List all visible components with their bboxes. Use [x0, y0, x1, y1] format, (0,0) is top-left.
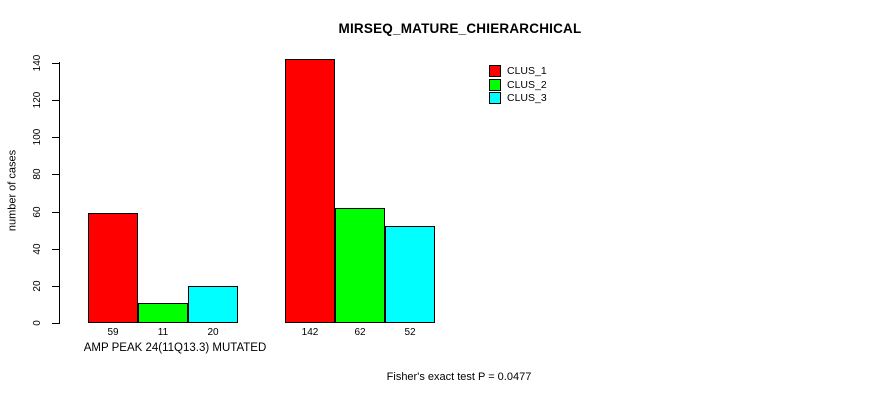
legend-item-clus_2: CLUS_2 — [489, 78, 547, 92]
bar-value-label: 11 — [157, 327, 169, 338]
legend-label: CLUS_1 — [507, 64, 547, 77]
legend-item-clus_3: CLUS_3 — [489, 91, 547, 105]
y-tick-mark — [52, 249, 59, 250]
y-tick-label: 60 — [32, 206, 43, 218]
y-tick-label: 140 — [32, 54, 43, 72]
y-tick-label: 120 — [32, 91, 43, 109]
x-axis-group-label: AMP PEAK 24(11Q13.3) MUTATED — [83, 342, 267, 354]
bar-value-label: 20 — [207, 327, 219, 338]
legend-item-clus_1: CLUS_1 — [489, 64, 547, 78]
bar-value-label: 142 — [301, 327, 319, 338]
bar-value-label: 59 — [107, 327, 119, 338]
y-tick-label: 100 — [32, 128, 43, 146]
bar-clus_2-group1 — [138, 303, 188, 323]
y-tick-label: 0 — [32, 320, 43, 326]
y-tick-mark — [52, 137, 59, 138]
y-axis-title: number of cases — [6, 149, 19, 232]
bar-clus_2-group2 — [335, 208, 385, 323]
bar-clus_1-group1 — [88, 213, 138, 323]
legend-swatch-icon — [489, 64, 501, 77]
y-tick-mark — [52, 100, 59, 101]
bar-clus_1-group2 — [285, 59, 335, 323]
legend-swatch-icon — [489, 78, 501, 91]
bar-clus_3-group1 — [188, 286, 238, 323]
bar-value-label: 62 — [354, 327, 366, 338]
chart-title: MIRSEQ_MATURE_CHIERARCHICAL — [338, 21, 582, 36]
annotation-text: Fisher's exact test P = 0.0477 — [386, 371, 532, 383]
y-tick-mark — [52, 286, 59, 287]
legend: CLUS_1 CLUS_2 CLUS_3 — [489, 64, 547, 105]
legend-label: CLUS_3 — [507, 92, 547, 105]
y-tick-mark — [52, 63, 59, 64]
bar-value-label: 52 — [404, 327, 416, 338]
y-tick-mark — [52, 212, 59, 213]
bar-clus_3-group2 — [385, 226, 435, 323]
y-tick-label: 40 — [32, 243, 43, 255]
y-axis-line — [59, 62, 60, 324]
legend-label: CLUS_2 — [507, 78, 547, 91]
legend-swatch-icon — [489, 92, 501, 105]
y-tick-label: 20 — [32, 280, 43, 292]
y-tick-mark — [52, 323, 59, 324]
y-tick-label: 80 — [32, 168, 43, 180]
y-tick-mark — [52, 174, 59, 175]
